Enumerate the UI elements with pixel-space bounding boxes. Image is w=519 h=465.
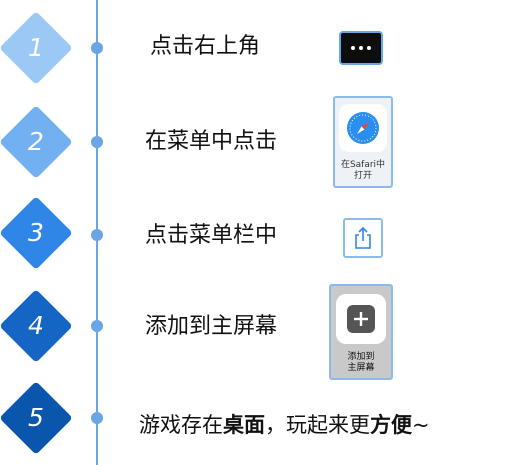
step-1-number: 1 [28,33,44,62]
step-4-dot [91,320,103,332]
step-1-dot [91,42,103,54]
safari-tile [339,104,387,152]
step-3-number: 3 [28,218,44,247]
safari-compass-icon [347,112,379,144]
share-icon [355,226,371,249]
step-3-label: 点击菜单栏中 [145,223,278,248]
add-caption-line1: 添加到 [347,352,375,362]
step-2-number: 2 [28,127,44,156]
step-4-number: 4 [28,311,44,340]
step-5-text-a: 游戏存在 [139,413,223,437]
more-dot [359,46,363,50]
add-tile [336,294,386,344]
more-dots-icon [351,46,355,50]
open-in-safari-card[interactable]: 在Safari中 打开 [333,96,393,188]
share-button[interactable] [343,218,383,258]
add-plus-icon [347,305,375,333]
step-2-dot [91,136,103,148]
step-5-label: 游戏存在桌面，玩起来更方便~ [139,411,430,439]
step-2-label: 在菜单中点击 [145,129,278,154]
more-dot [367,46,371,50]
step-5-text-c: ~ [412,413,430,437]
step-4-label: 添加到主屏幕 [145,314,278,339]
step-3-dot [91,229,103,241]
add-to-home-card[interactable]: 添加到 主屏幕 [329,284,393,380]
step-5-number: 5 [28,403,44,432]
safari-caption-line2: 打开 [353,171,372,181]
add-caption-line2: 主屏幕 [347,363,375,373]
step-5-bold-convenient: 方便 [370,413,412,437]
step-5-text-b: ，玩起来更 [265,413,370,437]
more-button[interactable] [339,31,383,65]
step-5-bold-desktop: 桌面 [223,413,265,437]
safari-caption-line1: 在Safari中 [340,160,386,170]
step-5-dot [91,412,103,424]
step-1-label: 点击右上角 [150,34,261,59]
